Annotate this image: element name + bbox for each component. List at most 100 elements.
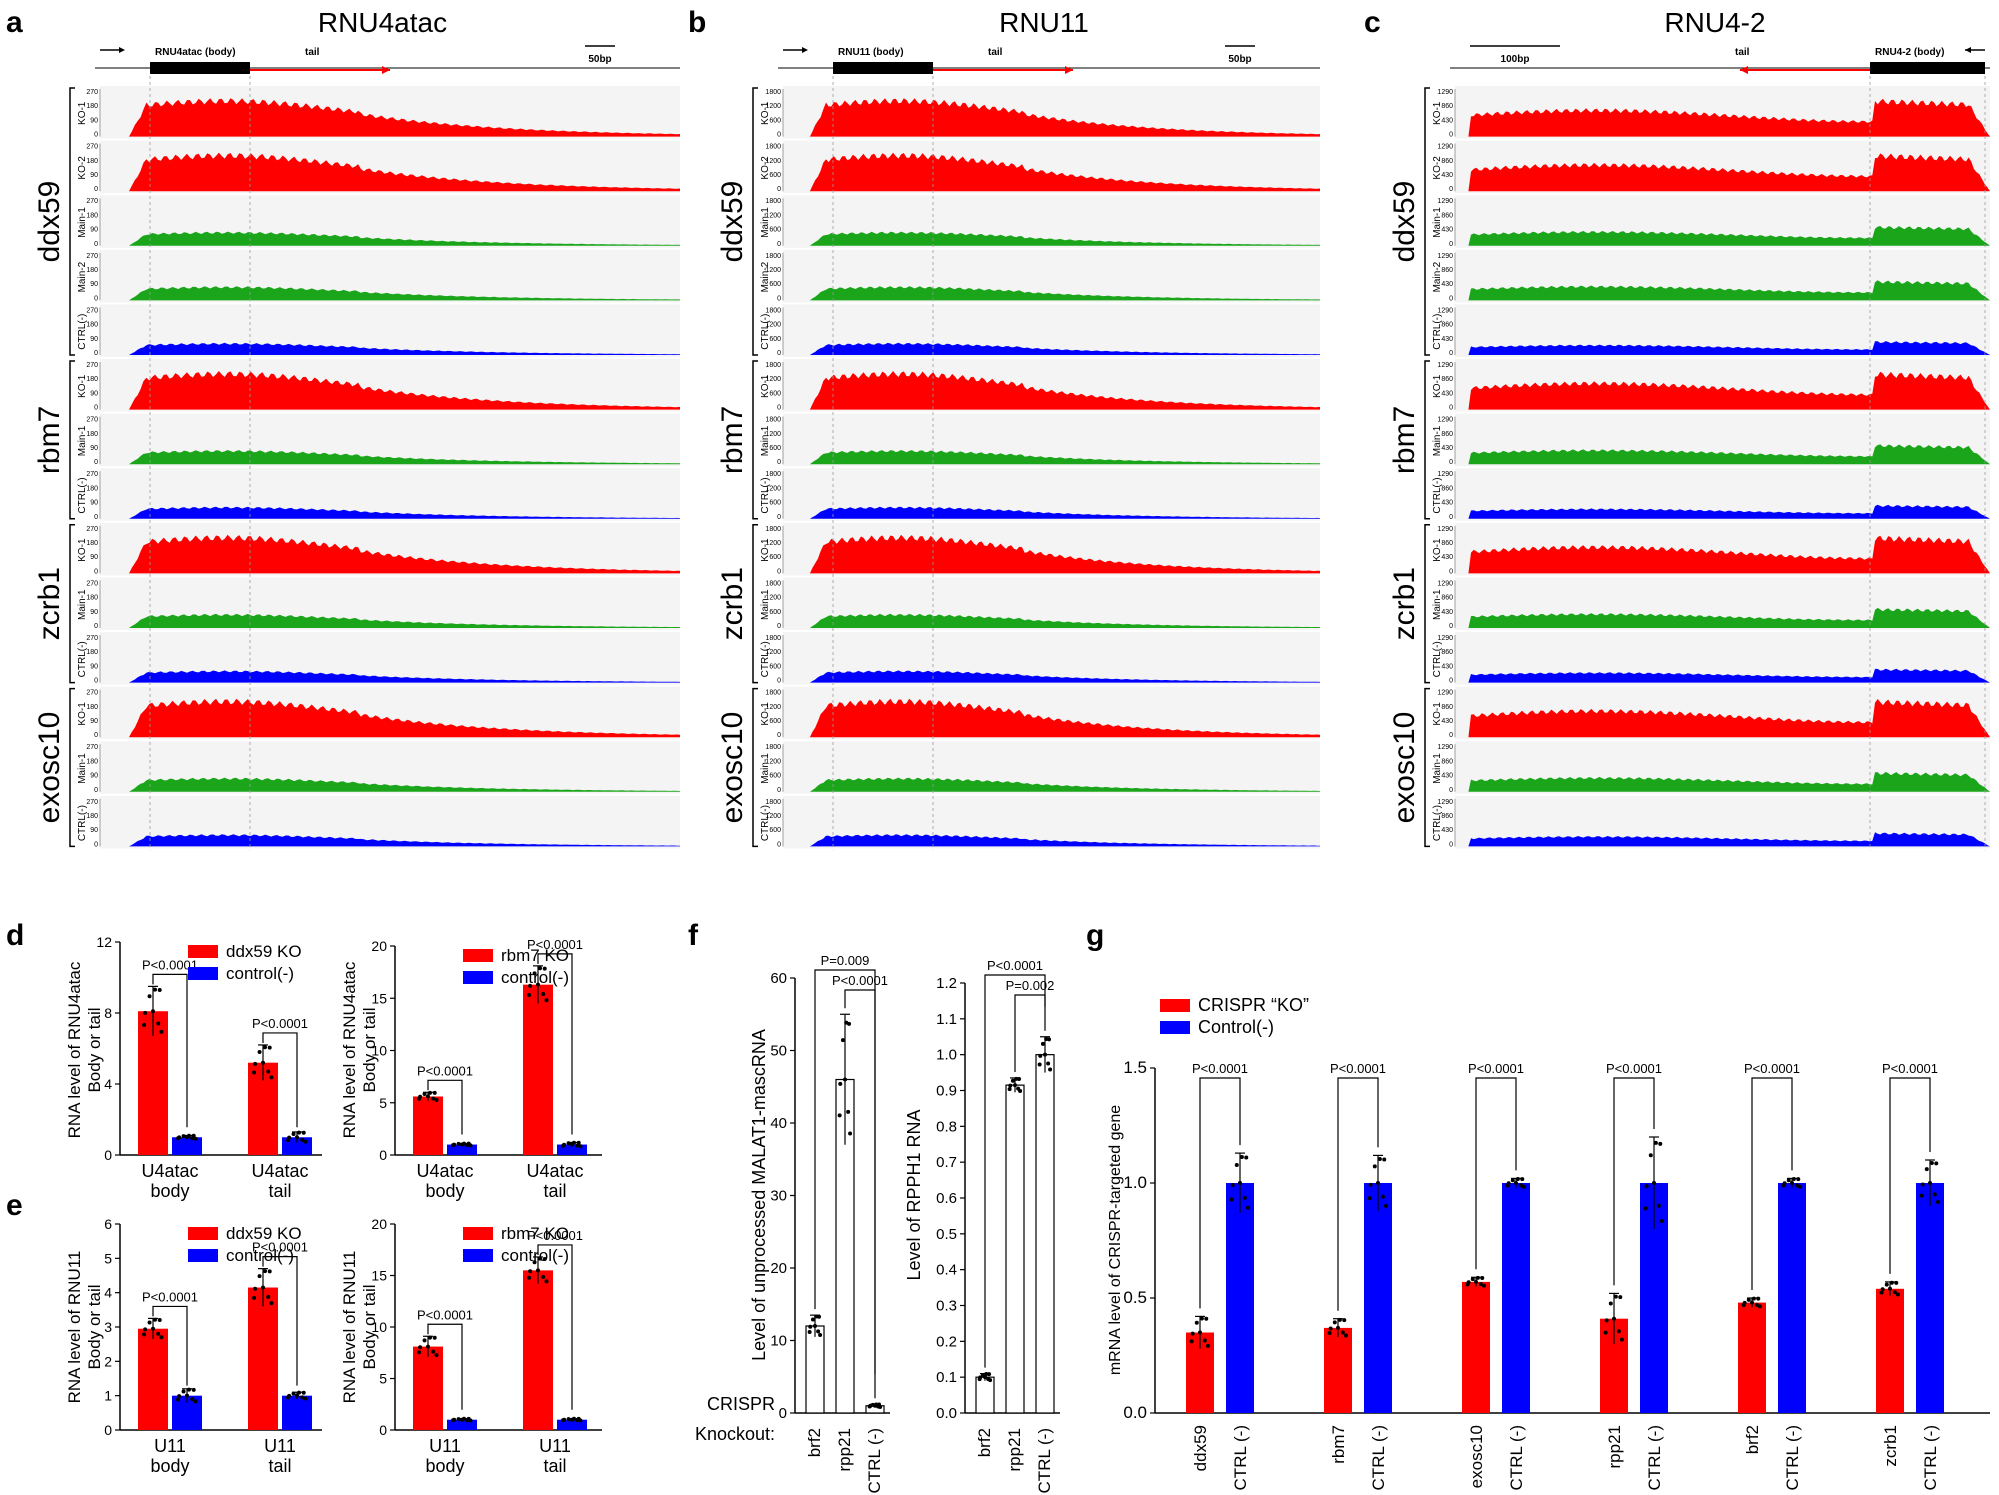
- chart-e-rbm7-tick-label: 5: [379, 1371, 387, 1387]
- track-axis-tick: 1200: [765, 212, 781, 219]
- chart-g-bar-control-point: [1383, 1203, 1388, 1208]
- coverage-ctrl: [1455, 668, 1990, 683]
- chart-d-rbm7-bar-ko-point: [538, 966, 543, 971]
- chart-f-malat1-bar-point: [816, 1329, 821, 1334]
- chart-g-sig-bracket: [1475, 1077, 1517, 1270]
- track-label: Main-1: [760, 207, 771, 238]
- chart-d-ddx59-bar-ko-point: [151, 1009, 155, 1014]
- chart-e-rbm7-bar-control-point: [562, 1417, 567, 1422]
- chart-e-ddx59-bar-control-point: [187, 1387, 192, 1392]
- chart-f-rpph1-bar-point: [1044, 1037, 1049, 1042]
- track-label: Main-1: [760, 589, 771, 620]
- chart-g-bar-ko-point: [1478, 1282, 1483, 1287]
- coverage-main: [1455, 280, 1990, 301]
- chart-g-sig-pvalue: P<0.0001: [1192, 1061, 1248, 1076]
- track-axis-tick: 0: [1449, 787, 1453, 794]
- chart-f-rpph1-bar-point: [1040, 1041, 1045, 1046]
- chart-e-rbm7-category-label: body: [425, 1456, 464, 1476]
- chart-g-sig-pvalue: P<0.0001: [1330, 1061, 1386, 1076]
- track-axis-tick: 0: [94, 241, 98, 248]
- chart-d-ddx59-bar-control-point: [187, 1133, 192, 1138]
- track-label: Main-2: [760, 261, 771, 292]
- coverage-ko: [100, 152, 680, 192]
- track-label: Main-1: [760, 753, 771, 784]
- track-axis-tick: 90: [90, 554, 98, 561]
- coverage-ko: [1455, 371, 1990, 410]
- track-axis-tick: 860: [1441, 212, 1453, 219]
- track-axis-tick: 270: [86, 526, 98, 533]
- chart-e-rbm7-sig-pvalue: P<0.0001: [417, 1307, 473, 1322]
- chart-g-bar-ko-point: [1884, 1282, 1889, 1287]
- chart-e-rbm7-bar-control-point: [456, 1417, 461, 1422]
- chart-g-bar-ko-point: [1332, 1320, 1337, 1325]
- coverage-main: [100, 613, 680, 628]
- track-axis-tick: 430: [1441, 773, 1453, 780]
- chart-g-bar-ko-point: [1475, 1275, 1480, 1280]
- track-axis-tick: 180: [86, 485, 98, 492]
- chart-f-rpph1-bar-point: [1010, 1078, 1015, 1083]
- chart-f-rpph1-sig2-pvalue: P=0.002: [1006, 978, 1055, 993]
- scale-bar-label: 50bp: [1228, 54, 1251, 65]
- chart-e-rbm7-bar-ko-point: [434, 1353, 439, 1358]
- track-axis-tick: 430: [1441, 609, 1453, 616]
- group-label-zcrb1: zcrb1: [716, 567, 749, 640]
- chart-f-malat1-category-label: rpp21: [835, 1428, 854, 1471]
- chart-d-ddx59-bar-ko-point: [253, 1061, 258, 1066]
- chart-e-rbm7-bar-ko-point: [542, 1256, 547, 1261]
- chart-e-ddx59-tick-label: 0: [104, 1422, 112, 1438]
- chart-f-malat1-tick-label: 10: [770, 1333, 787, 1350]
- chart-g-bar-ko-point: [1328, 1326, 1333, 1331]
- chart-f-rpph1-tick-label: 0.8: [936, 1118, 957, 1135]
- chart-g-bar-control-point: [1377, 1156, 1382, 1161]
- track-axis-tick: 860: [1441, 649, 1453, 656]
- chart-d-ddx59-bar-control-point: [190, 1136, 195, 1141]
- chart-e-rbm7-bar-ko-point: [532, 1260, 537, 1265]
- chart-e-ddx59-tick-label: 1: [104, 1388, 112, 1404]
- chart-e-rbm7-sig-bracket: [427, 1323, 463, 1410]
- track-axis-tick: 1290: [1437, 89, 1453, 96]
- track-label: CTRL(-): [760, 477, 771, 513]
- chart-g-bar-ko-point: [1892, 1290, 1897, 1295]
- chart-g-bar-control-point: [1929, 1160, 1934, 1165]
- track-label: KO-2: [760, 156, 771, 180]
- chart-f-malat1-sig2-pvalue: P<0.0001: [832, 973, 888, 988]
- chart-g-bar-ko-point: [1746, 1297, 1751, 1302]
- chart-e-ddx59-bar-ko-point: [142, 1332, 147, 1337]
- coverage-ko: [1455, 699, 1990, 738]
- chart-e-rbm7-bar-ko-point: [544, 1279, 549, 1284]
- chart-g-bar-ko-point: [1481, 1283, 1486, 1288]
- chart-g-bar-control-point: [1797, 1184, 1802, 1189]
- chart-f-rpph1-sig1-pvalue: P<0.0001: [987, 958, 1043, 973]
- track-axis-tick: 1200: [765, 595, 781, 602]
- track-axis-tick: 1800: [765, 635, 781, 642]
- track-axis-tick: 860: [1441, 704, 1453, 711]
- chart-d-ddx59-ylabel: RNA level of RNU4atac: [65, 961, 84, 1138]
- chart-e-rbm7-legend-ko-swatch: [463, 1227, 493, 1240]
- chart-g-bar-ko-point: [1198, 1330, 1202, 1335]
- track-axis-tick: 600: [769, 718, 781, 725]
- track-axis-tick: 860: [1441, 485, 1453, 492]
- chart-d-rbm7-bar-ko-point: [428, 1090, 433, 1095]
- chart-f-rpph1-tick-label: 0.5: [936, 1226, 957, 1243]
- chart-d-rbm7-tick-label: 15: [371, 990, 387, 1006]
- chart-g-bar-ko-point: [1204, 1316, 1209, 1321]
- chart-d-ddx59-bar-control-point: [303, 1139, 308, 1144]
- track-axis-tick: 0: [94, 623, 98, 630]
- coverage-ctrl: [100, 342, 680, 355]
- track-axis-tick: 270: [86, 307, 98, 314]
- track-axis-tick: 1800: [765, 417, 781, 424]
- chart-d-ddx59-bar-control-point: [287, 1135, 292, 1140]
- chart-e-rbm7-tick-label: 0: [379, 1422, 387, 1438]
- chart-f-malat1-tick-label: 30: [770, 1188, 787, 1205]
- track-axis-tick: 270: [86, 580, 98, 587]
- chart-e-ddx59-bar-control-point: [297, 1390, 302, 1395]
- chart-g-legend-control-swatch: [1160, 1021, 1190, 1034]
- group-label-zcrb1: zcrb1: [1388, 567, 1421, 640]
- coverage-main: [1455, 771, 1990, 792]
- chart-e-rbm7-sig-pvalue: P<0.0001: [527, 1228, 583, 1243]
- chart-f-malat1-tick-label: 0: [779, 1405, 787, 1422]
- track-axis-tick: 860: [1441, 595, 1453, 602]
- chart-f-malat1-bar-point: [838, 1081, 843, 1086]
- chart-f-rpph1-bar-point: [984, 1372, 989, 1377]
- chart-g-bar-control-point: [1372, 1164, 1377, 1169]
